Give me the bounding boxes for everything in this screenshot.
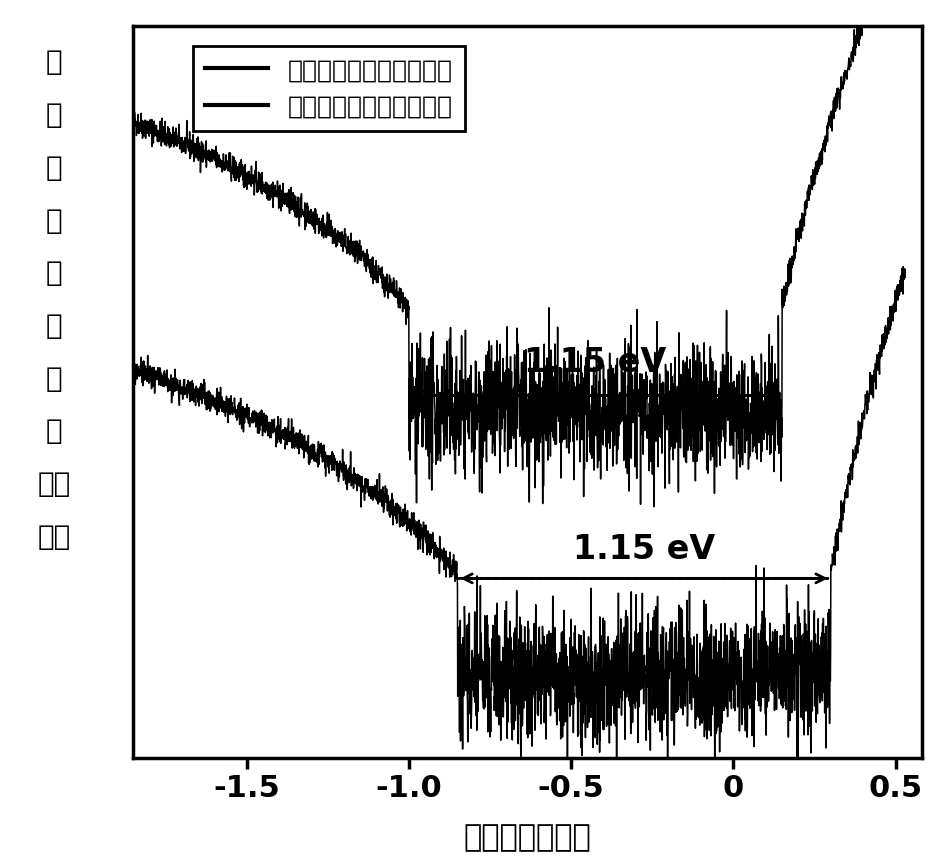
Text: 1.15 eV: 1.15 eV	[524, 346, 667, 379]
Text: 分: 分	[46, 101, 63, 129]
Text: 电: 电	[46, 154, 63, 182]
Text: （强: （强	[37, 470, 70, 498]
Text: 导: 导	[46, 207, 63, 234]
Text: 数: 数	[46, 418, 63, 445]
Text: 微: 微	[46, 48, 63, 77]
Text: 1.15 eV: 1.15 eV	[573, 533, 715, 566]
Legend: 二砂化钒在单层石墨烯上, 二砂化钒在双层石墨烯上: 二砂化钒在单层石墨烯上, 二砂化钒在双层石墨烯上	[193, 46, 466, 131]
Text: 度）: 度）	[37, 523, 70, 551]
Text: 的: 的	[46, 312, 63, 340]
Text: 样品偏压（伏）: 样品偏压（伏）	[464, 823, 591, 852]
Text: 谱: 谱	[46, 259, 63, 288]
Text: 对: 对	[46, 364, 63, 393]
